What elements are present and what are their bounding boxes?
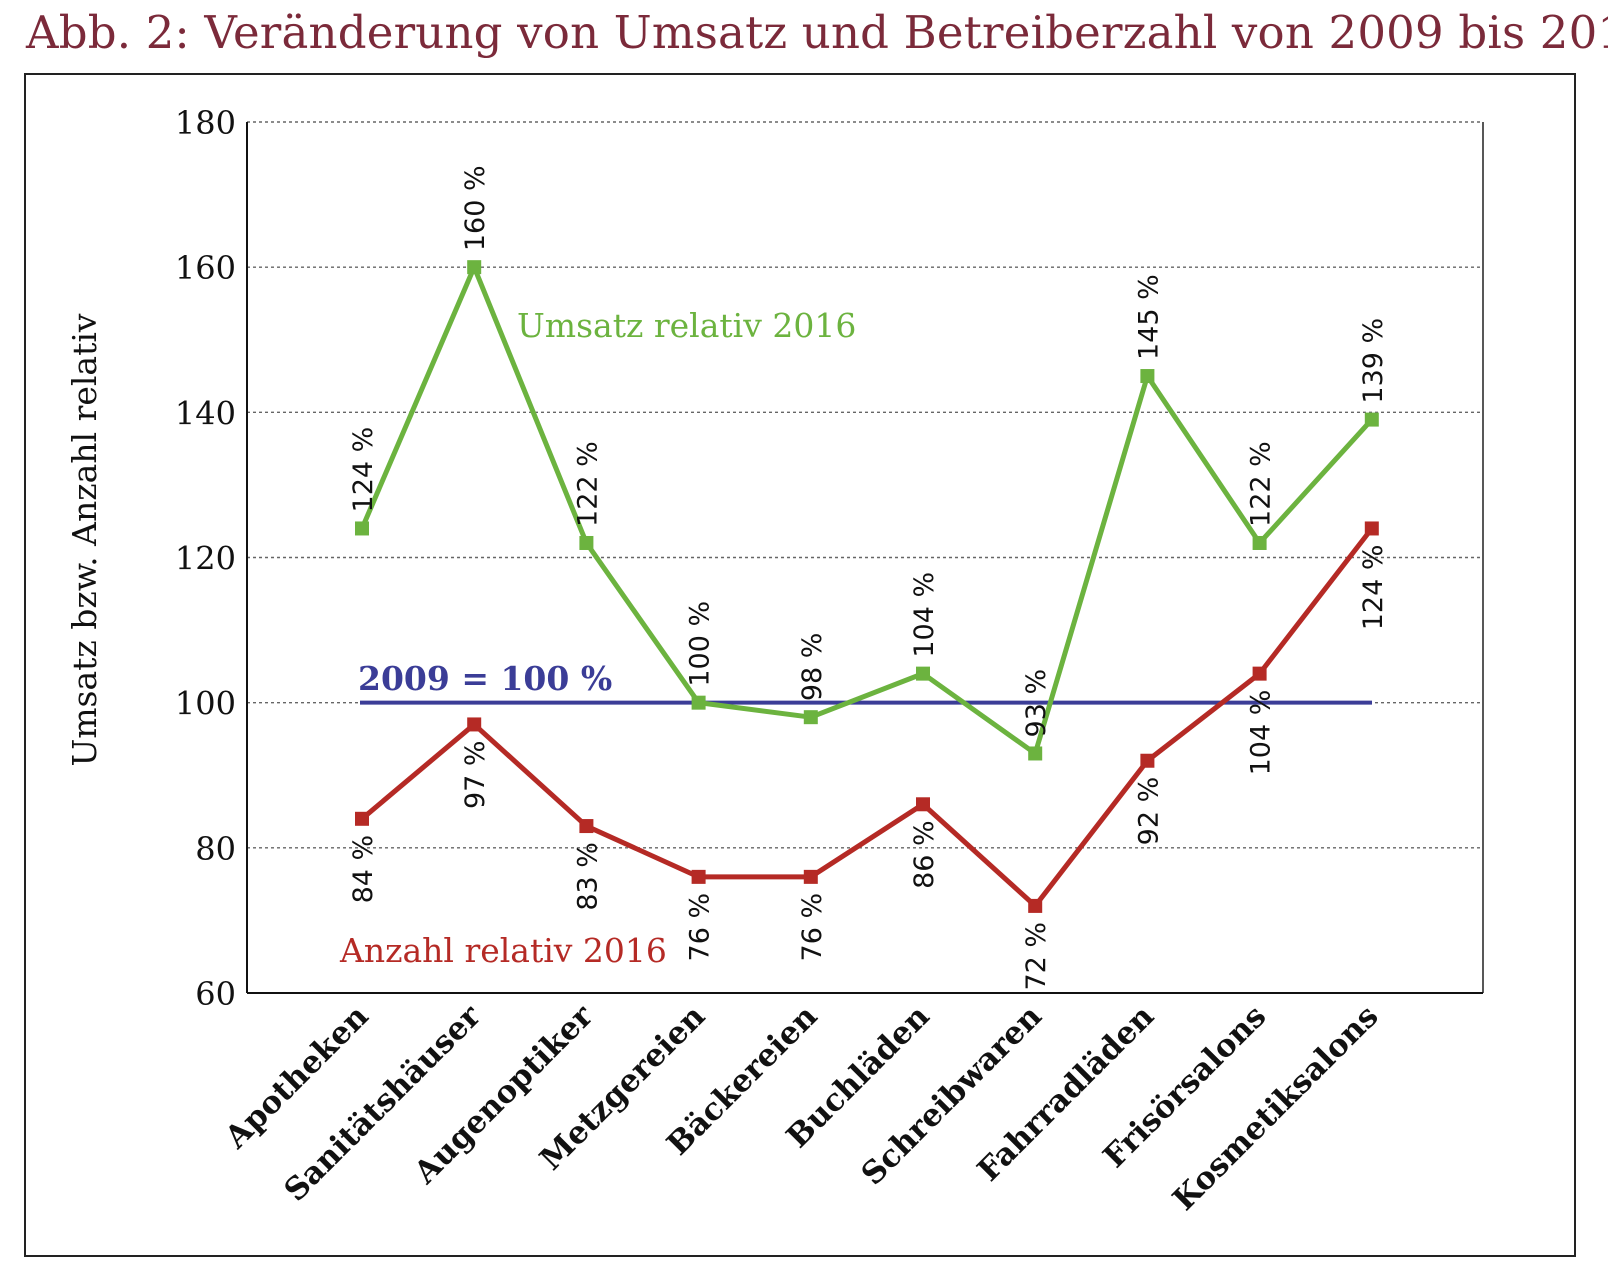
data-label: 104 % [909,572,940,658]
data-point [803,869,818,884]
data-point [1364,521,1379,536]
series-label-umsatz: Umsatz relativ 2016 [517,306,856,345]
data-label: 86 % [909,820,940,889]
chart-title: Abb. 2: Veränderung von Umsatz und Betre… [26,6,1608,59]
data-point [1252,535,1267,550]
y-tick-label: 60 [195,975,236,1013]
x-tick-label: Sanitätshäuser [277,998,488,1209]
data-point [355,811,369,826]
data-label: 84 % [348,835,379,904]
data-label: 76 % [685,893,716,962]
data-label: 93 % [1021,669,1052,738]
data-point [916,666,930,681]
data-label: 72 % [1021,922,1052,991]
data-label: 160 % [460,165,491,251]
data-label: 83 % [572,842,603,911]
data-label: 124 % [1358,544,1389,630]
data-label: 76 % [797,893,828,962]
data-label: 124 % [348,427,379,513]
data-label: 98 % [797,633,828,702]
data-label: 92 % [1133,777,1164,846]
y-tick-label: 120 [175,540,236,578]
data-label: 145 % [1133,274,1164,360]
data-label: 139 % [1358,318,1389,404]
data-point [1252,666,1267,681]
data-point [467,717,482,732]
x-tick-label: Kosmetiksalons [1166,998,1386,1218]
data-point [691,695,706,710]
data-label: 97 % [460,740,491,809]
series-line [360,526,1374,909]
data-label: 122 % [1246,441,1277,527]
data-point [803,710,818,725]
data-label: 104 % [1246,690,1277,776]
data-point [579,819,594,834]
y-tick-label: 100 [175,685,236,723]
chart-frame [24,73,1576,1257]
data-point [916,797,930,812]
reference-line-label: 2009 = 100 % [358,659,612,698]
y-tick-label: 180 [175,104,236,142]
series-line [359,264,1374,756]
series-label-anzahl: Anzahl relativ 2016 [339,931,667,970]
data-point [467,260,482,275]
data-point [1364,412,1379,427]
data-point [1140,753,1155,768]
y-tick-label: 80 [195,830,236,868]
y-tick-label: 160 [175,249,236,287]
data-label: 100 % [685,601,716,687]
data-point [1140,369,1155,384]
data-point [579,535,594,550]
y-axis-label: Umsatz bzw. Anzahl relativ [65,313,104,766]
data-point [1028,898,1043,913]
data-point [691,869,706,884]
data-point [355,521,369,536]
data-label: 122 % [572,441,603,527]
y-tick-label: 140 [175,394,236,432]
data-point [1028,746,1043,761]
